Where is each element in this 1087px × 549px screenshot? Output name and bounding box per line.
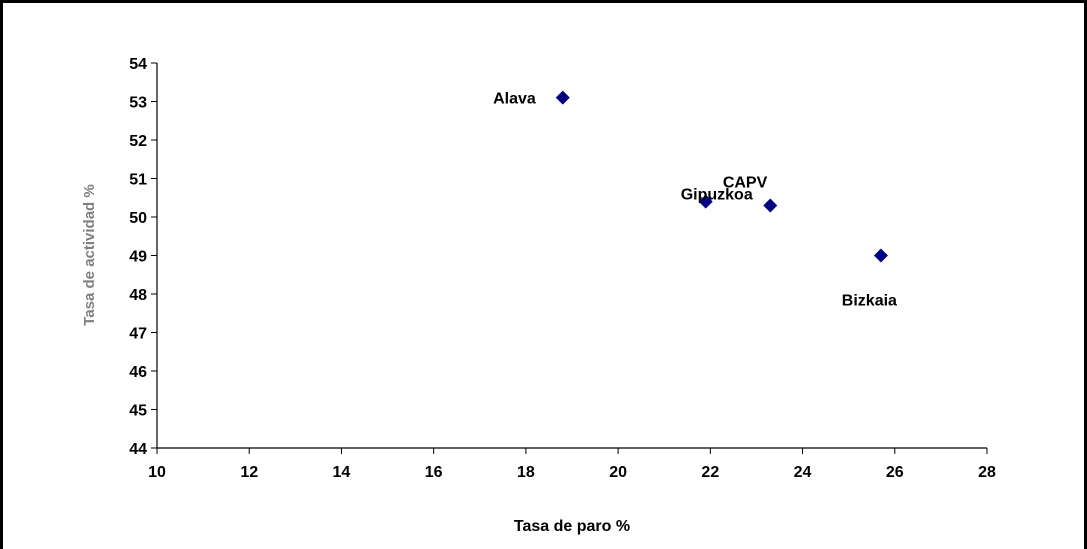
x-tick-label: 10 <box>148 464 166 481</box>
y-tick-label: 54 <box>129 56 147 73</box>
y-tick-label: 46 <box>129 364 147 381</box>
x-tick-label: 18 <box>517 464 535 481</box>
x-tick-label: 28 <box>978 464 996 481</box>
x-tick-label: 20 <box>609 464 627 481</box>
y-tick-label: 53 <box>129 95 147 112</box>
x-tick-label: 12 <box>240 464 258 481</box>
x-axis-title: Tasa de paro % <box>514 518 630 535</box>
data-label: Bizkaia <box>842 293 897 310</box>
y-tick-label: 52 <box>129 133 147 150</box>
data-label: CAPV <box>723 174 768 191</box>
x-tick-label: 26 <box>886 464 904 481</box>
x-tick-label: 24 <box>794 464 812 481</box>
x-tick-label: 16 <box>425 464 443 481</box>
y-tick-label: 45 <box>129 403 147 420</box>
data-label: Gipuzkoa <box>681 187 753 204</box>
data-point <box>873 248 888 263</box>
y-axis-ticks: 44 45 46 47 48 49 50 51 52 53 54 <box>129 56 157 458</box>
y-tick-label: 47 <box>129 326 147 343</box>
data-point <box>763 198 778 213</box>
x-tick-label: 22 <box>701 464 719 481</box>
y-tick-label: 50 <box>129 210 147 227</box>
y-tick-label: 51 <box>129 172 147 189</box>
x-tick-label: 14 <box>333 464 351 481</box>
data-points <box>555 90 888 263</box>
y-axis-title: Tasa de actividad % <box>81 184 98 325</box>
data-label: Alava <box>493 91 536 108</box>
axes <box>156 63 987 449</box>
y-tick-label: 49 <box>129 249 147 266</box>
x-axis-ticks: 10 12 14 16 18 20 22 24 26 28 <box>148 448 996 481</box>
data-point <box>698 194 713 209</box>
data-point <box>555 90 570 105</box>
y-tick-label: 48 <box>129 287 147 304</box>
y-tick-label: 44 <box>129 441 147 458</box>
